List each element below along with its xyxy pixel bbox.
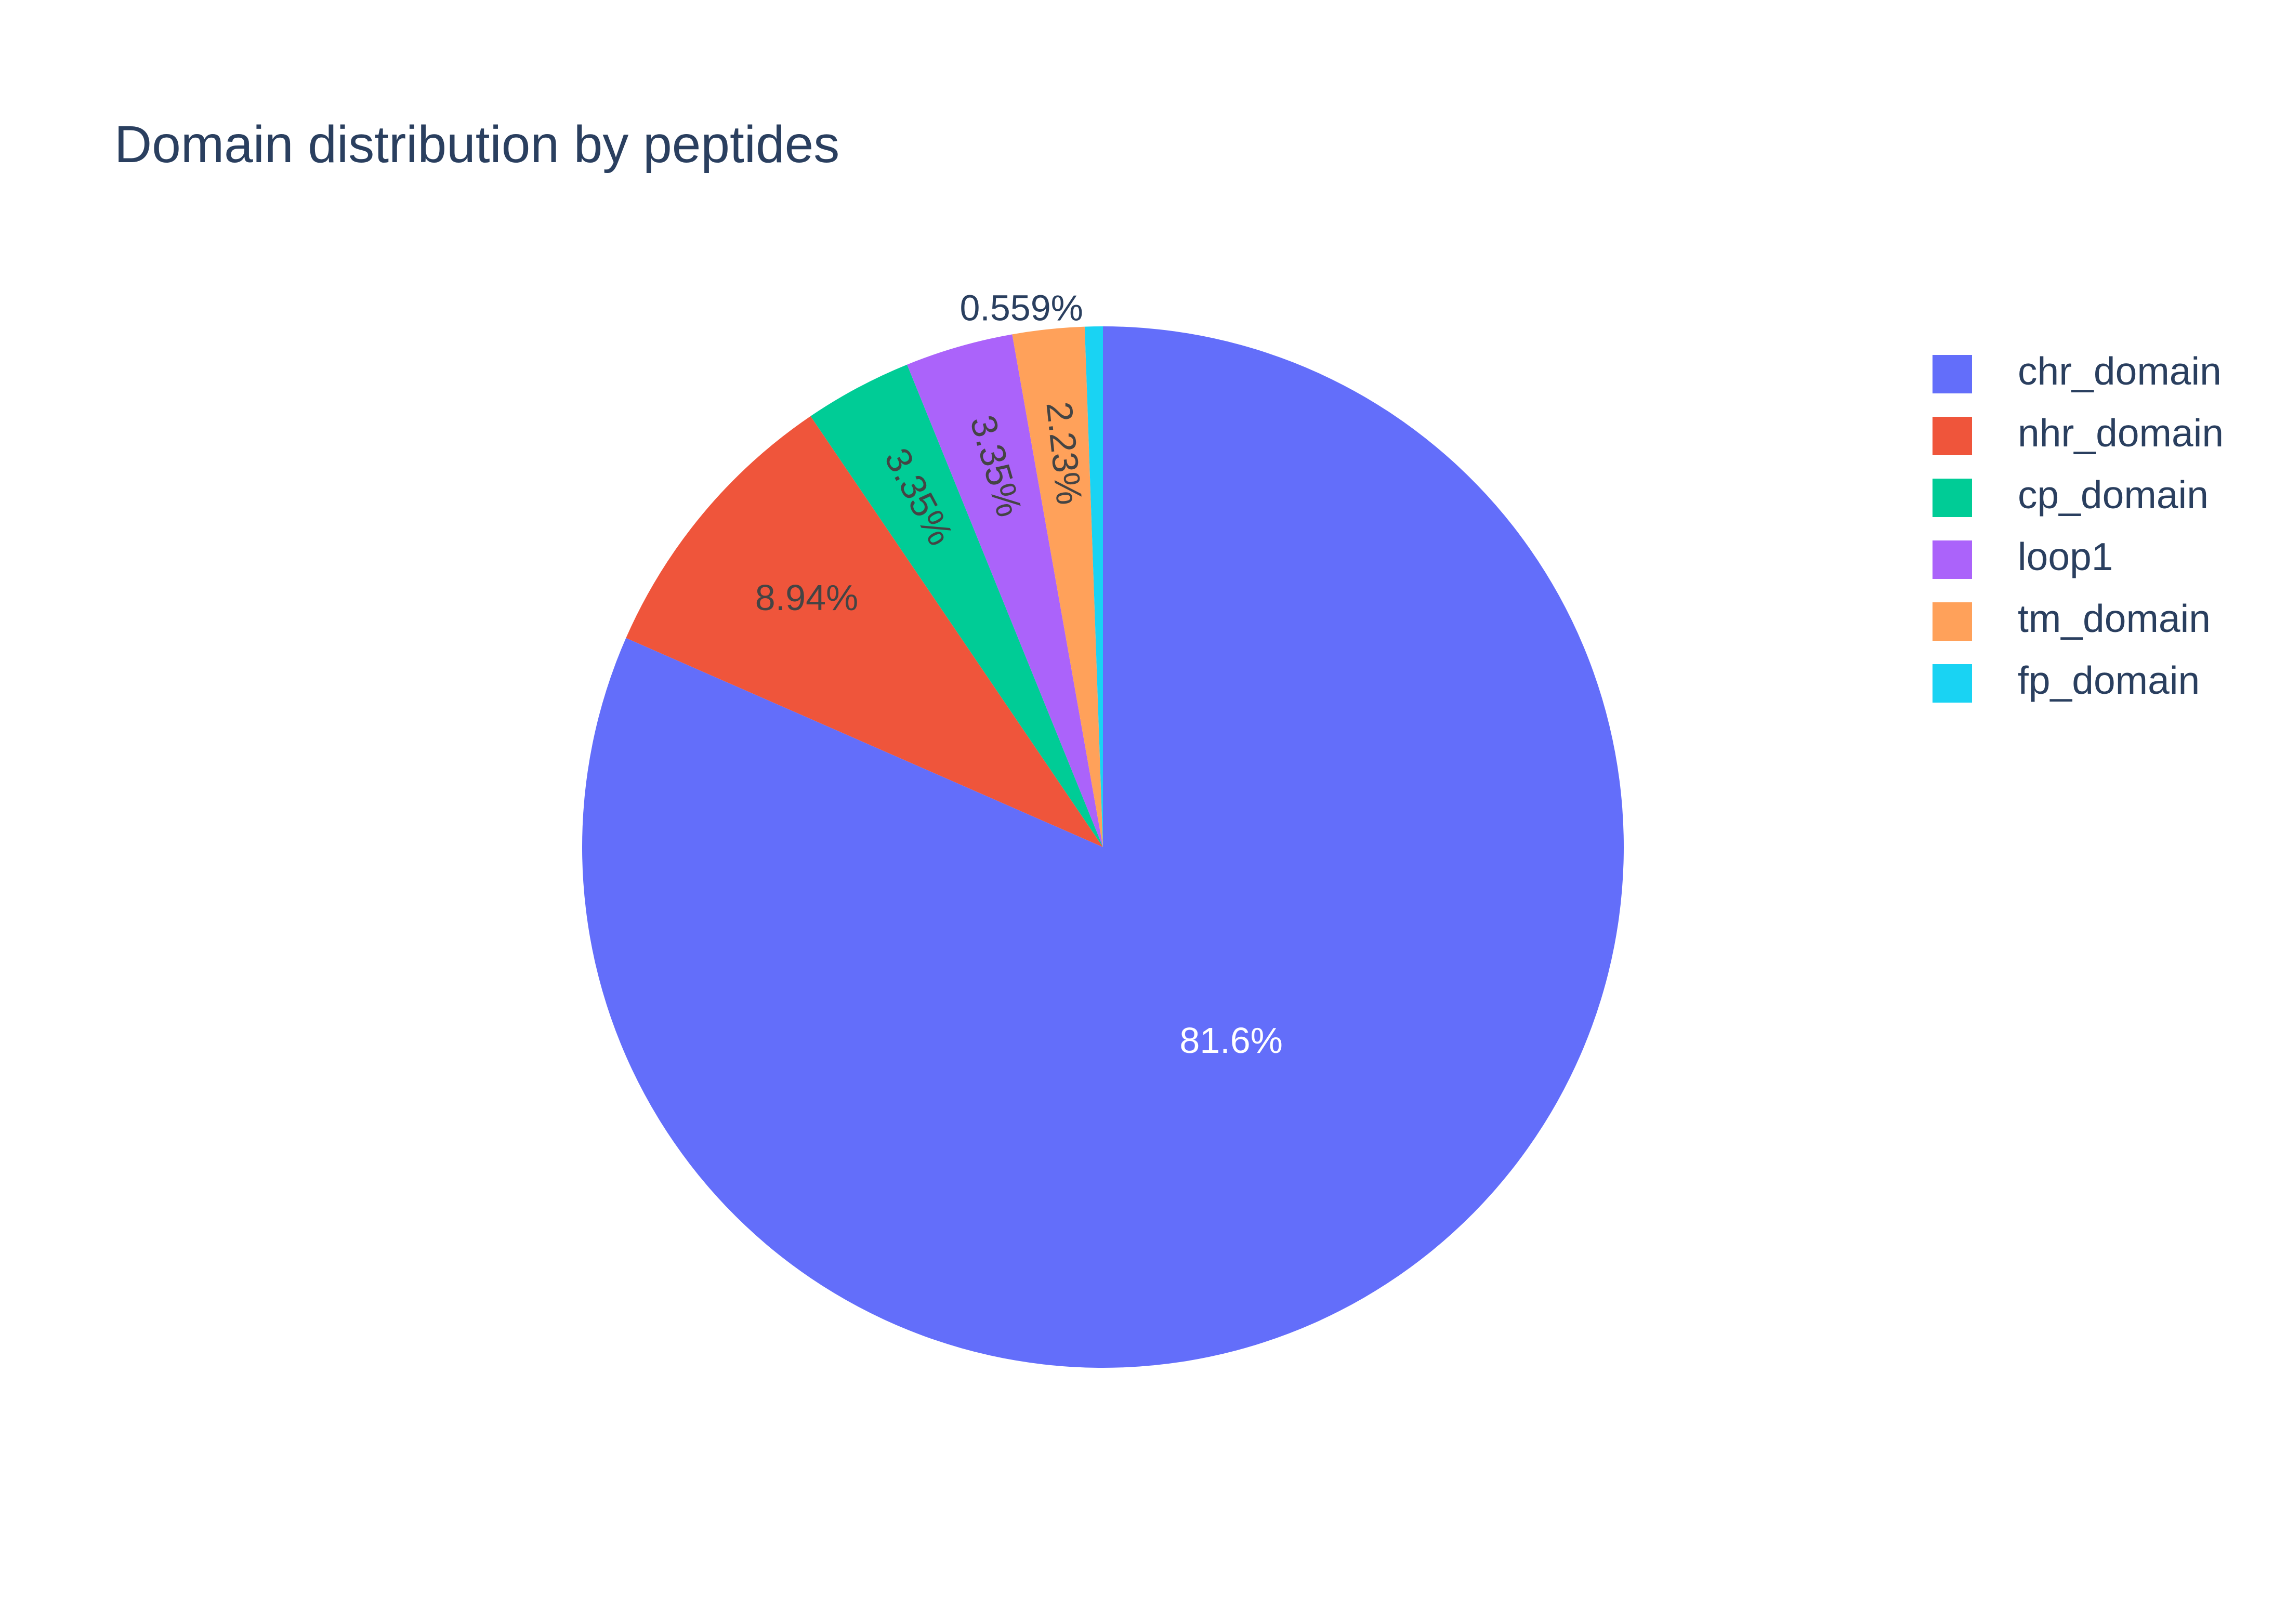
legend-swatch-chr-domain[interactable] <box>1933 355 1972 393</box>
slice-label-nhr-domain: 8.94% <box>755 577 858 618</box>
legend-label-fp-domain[interactable]: fp_domain <box>2018 658 2200 702</box>
legend: chr_domain nhr_domain cp_domain loop1 tm_dom… <box>1933 349 2224 703</box>
pie-slices <box>582 326 1624 1368</box>
pie-slice-nhr-domain[interactable] <box>626 416 1103 847</box>
legend-swatch-nhr-domain[interactable] <box>1933 417 1972 455</box>
legend-swatch-fp-domain[interactable] <box>1933 664 1972 703</box>
legend-label-chr-domain[interactable]: chr_domain <box>2018 349 2222 393</box>
legend-swatch-cp-domain[interactable] <box>1933 479 1972 517</box>
slice-label-fp-domain: 0.559% <box>959 288 1083 328</box>
pie-slice-loop1[interactable] <box>907 334 1103 847</box>
legend-swatch-tm-domain[interactable] <box>1933 602 1972 641</box>
chart-title: Domain distribution by peptides <box>114 115 839 174</box>
legend-label-cp-domain[interactable]: cp_domain <box>2018 473 2209 517</box>
pie-slice-fp-domain[interactable] <box>1084 326 1103 847</box>
slice-label-chr-domain: 81.6% <box>1179 1020 1282 1061</box>
pie-slice-cp-domain[interactable] <box>810 364 1103 847</box>
legend-label-nhr-domain[interactable]: nhr_domain <box>2018 411 2224 455</box>
pie-slice-tm-domain[interactable] <box>1012 326 1103 847</box>
legend-label-loop1[interactable]: loop1 <box>2018 535 2113 578</box>
legend-label-tm-domain[interactable]: tm_domain <box>2018 597 2211 640</box>
legend-swatch-loop1[interactable] <box>1933 540 1972 579</box>
